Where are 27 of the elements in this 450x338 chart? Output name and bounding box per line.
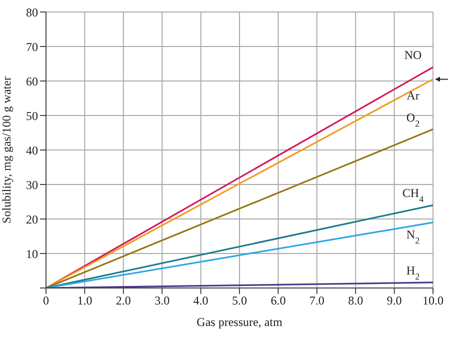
y-tick-label: 20 [26, 212, 38, 226]
y-tick-label: 10 [26, 246, 38, 261]
x-tick-label: 3.0 [154, 294, 170, 308]
x-tick-label: 9.0 [386, 294, 402, 308]
y-tick-label: 30 [26, 178, 38, 192]
x-tick-label: 7.0 [309, 294, 324, 308]
x-tick-label: 8.0 [348, 294, 364, 308]
x-tick-label: 6.0 [270, 294, 286, 308]
series-label: H$_{2}$ [406, 263, 420, 282]
y-axis-title: Solubility, mg gas/100 g water [0, 76, 14, 224]
series-label: CH$_{4}$ [402, 186, 424, 204]
x-tick-label: 1.0 [77, 294, 92, 308]
x-tick-label: 5.0 [232, 294, 247, 308]
y-tick-label: 50 [26, 108, 38, 123]
series-label: O$_{2}$ [406, 110, 420, 128]
y-tick-label: 40 [26, 143, 38, 158]
x-tick-label: 2.0 [116, 294, 131, 308]
series-label: N$_{2}$ [406, 227, 420, 246]
x-tick-label: 4.0 [193, 294, 208, 308]
y-tick-label: 70 [26, 40, 38, 54]
x-axis-title: Gas pressure, atm [196, 315, 283, 329]
series-label: NO [404, 48, 422, 62]
y-tick-label: 80 [26, 5, 38, 20]
x-tick-label: 0 [43, 294, 49, 308]
series-label: Ar [406, 88, 420, 102]
y-tick-label: 60 [26, 74, 38, 88]
x-tick-label: 10.0 [422, 294, 444, 308]
